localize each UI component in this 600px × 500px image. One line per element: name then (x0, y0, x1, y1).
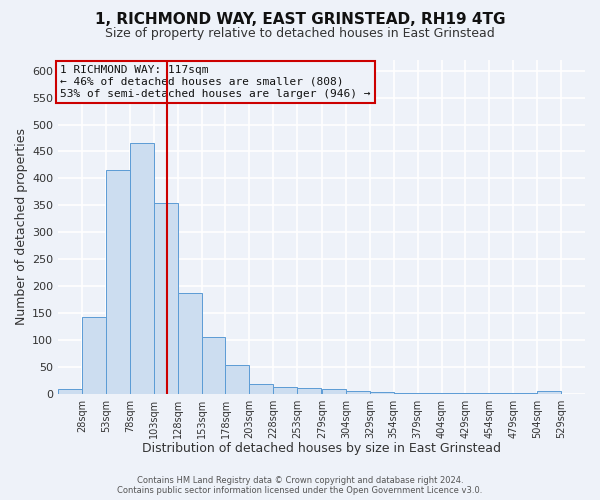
Y-axis label: Number of detached properties: Number of detached properties (15, 128, 28, 326)
Bar (130, 144, 154, 394)
Text: Contains public sector information licensed under the Open Government Licence v3: Contains public sector information licen… (118, 486, 482, 495)
Bar (513, 393, 537, 394)
Bar (82, 316, 106, 394)
Text: Size of property relative to detached houses in East Grinstead: Size of property relative to detached ho… (105, 28, 495, 40)
Bar (297, 388, 321, 394)
Bar (322, 390, 346, 394)
Bar (418, 392, 442, 394)
Bar (394, 392, 418, 394)
Bar (154, 202, 178, 394)
Bar (346, 391, 370, 394)
Bar (466, 393, 490, 394)
Bar (442, 393, 466, 394)
Bar (226, 365, 250, 394)
Bar (178, 293, 202, 394)
Bar (490, 393, 513, 394)
Bar (273, 386, 297, 394)
Bar (202, 337, 226, 394)
Text: Contains HM Land Registry data © Crown copyright and database right 2024.: Contains HM Land Registry data © Crown c… (137, 476, 463, 485)
Bar (537, 392, 561, 394)
Bar (106, 170, 130, 394)
X-axis label: Distribution of detached houses by size in East Grinstead: Distribution of detached houses by size … (142, 442, 501, 455)
Bar (370, 392, 394, 394)
Bar (58, 390, 82, 394)
Bar (250, 384, 273, 394)
Text: 1 RICHMOND WAY: 117sqm
← 46% of detached houses are smaller (808)
53% of semi-de: 1 RICHMOND WAY: 117sqm ← 46% of detached… (60, 66, 371, 98)
Text: 1, RICHMOND WAY, EAST GRINSTEAD, RH19 4TG: 1, RICHMOND WAY, EAST GRINSTEAD, RH19 4T… (95, 12, 505, 28)
